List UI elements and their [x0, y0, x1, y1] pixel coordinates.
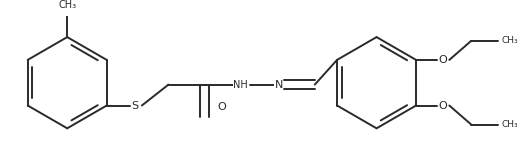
Text: CH₃: CH₃: [501, 120, 518, 129]
Text: O: O: [217, 102, 226, 112]
Text: CH₃: CH₃: [501, 36, 518, 45]
Text: O: O: [438, 55, 447, 65]
Text: CH₃: CH₃: [58, 0, 77, 10]
Text: NH: NH: [233, 80, 248, 90]
Text: S: S: [132, 100, 139, 111]
Text: N: N: [275, 80, 283, 90]
Text: O: O: [438, 100, 447, 111]
